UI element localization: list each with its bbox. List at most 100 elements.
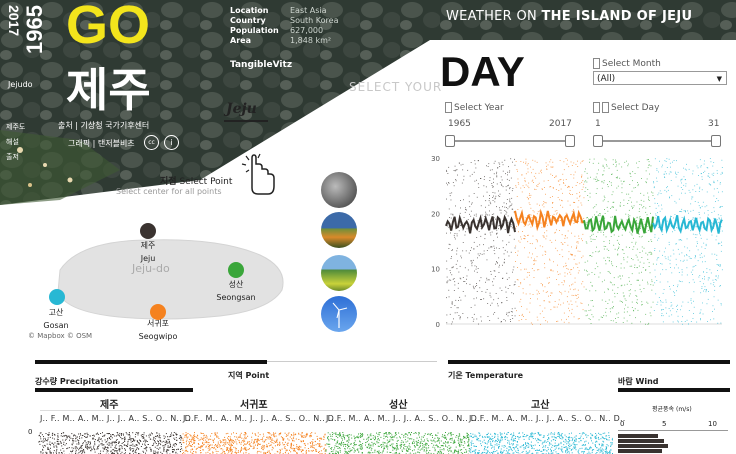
data-point (568, 185, 569, 187)
data-point (686, 163, 687, 165)
data-point (681, 269, 683, 271)
precip-point (579, 438, 581, 440)
precip-point (356, 436, 357, 438)
precip-point (382, 441, 384, 443)
precip-point (526, 434, 528, 436)
precip-point (487, 450, 489, 452)
precip-point (465, 437, 467, 439)
precip-point (296, 444, 298, 446)
photo-jeju[interactable] (321, 172, 357, 208)
precip-point (71, 433, 73, 435)
jeju-island-map[interactable] (20, 210, 310, 345)
data-point (707, 321, 708, 322)
precip-point (477, 452, 479, 453)
data-point (583, 197, 585, 199)
data-point (692, 279, 694, 281)
data-point (575, 301, 577, 303)
day-slider-max-handle[interactable] (711, 135, 721, 147)
precip-point (294, 450, 296, 452)
precip-point (279, 452, 281, 454)
year-slider-max-handle[interactable] (565, 135, 575, 147)
data-point (649, 251, 651, 253)
precip-point (460, 449, 461, 451)
point-marker-seogwipo[interactable] (150, 304, 166, 320)
precip-point (376, 432, 377, 434)
data-point (569, 192, 570, 194)
precip-point (293, 449, 295, 451)
data-point (560, 204, 561, 206)
data-point (710, 161, 712, 163)
precip-point (454, 441, 456, 443)
data-point (512, 318, 514, 319)
point-marker-seongsan[interactable] (228, 262, 244, 278)
photo-seongsan[interactable] (321, 255, 357, 291)
precip-point (240, 432, 242, 434)
data-point (656, 169, 658, 171)
precip-point (48, 434, 50, 436)
precip-point (470, 444, 472, 446)
data-point (509, 234, 511, 236)
precip-point (418, 434, 420, 436)
data-point (493, 195, 494, 197)
precip-point (525, 436, 527, 438)
precip-point (570, 444, 572, 446)
precip-point (344, 438, 346, 440)
data-point (582, 186, 584, 188)
data-point (609, 242, 610, 244)
precip-point (405, 433, 407, 435)
year-slider-track[interactable] (449, 140, 570, 142)
point-marker-gosan[interactable] (49, 289, 65, 305)
photo-seogwipo[interactable] (321, 212, 357, 248)
data-point (553, 220, 555, 221)
data-point (530, 322, 532, 324)
data-point (637, 167, 639, 169)
precip-point (362, 434, 364, 436)
precip-point (489, 441, 491, 443)
select-center-hint: Select center for all points (116, 187, 222, 196)
precip-point (301, 435, 303, 437)
year-slider-min-handle[interactable] (445, 135, 455, 147)
precip-point (221, 448, 223, 450)
point-marker-jeju[interactable] (140, 223, 156, 239)
data-point (545, 238, 547, 240)
data-point (473, 288, 475, 290)
precip-point (415, 440, 417, 442)
data-point (541, 188, 543, 190)
data-point (559, 184, 561, 186)
precip-point (328, 440, 330, 442)
data-point (575, 248, 577, 249)
data-point (524, 177, 526, 179)
precip-point (228, 450, 230, 452)
data-point (453, 185, 455, 187)
precip-point (447, 449, 449, 451)
data-point (655, 207, 657, 209)
data-point (711, 173, 713, 175)
data-point (567, 301, 568, 303)
precip-point (578, 438, 580, 439)
day-slider-track[interactable] (597, 140, 715, 142)
precip-point (153, 437, 155, 439)
precip-point (178, 448, 179, 450)
precip-point (267, 436, 269, 438)
precip-point (585, 440, 587, 442)
data-point (699, 217, 701, 219)
precip-point (448, 445, 450, 447)
select-month-dropdown[interactable]: (All) ▼ (593, 71, 727, 85)
precip-point (608, 432, 610, 434)
precip-point (536, 440, 538, 442)
data-point (534, 258, 535, 260)
day-slider-min-handle[interactable] (593, 135, 603, 147)
precip-point (84, 440, 86, 442)
precip-point (339, 433, 341, 435)
photo-gosan[interactable] (321, 296, 357, 332)
precip-point (452, 434, 454, 435)
data-point (502, 220, 503, 222)
precip-point (376, 440, 378, 442)
precip-point (345, 451, 347, 452)
select-year-label: Select Year (445, 102, 504, 113)
precip-point (296, 452, 298, 454)
data-point (576, 305, 578, 307)
data-point (525, 158, 527, 160)
precip-point (118, 434, 120, 436)
